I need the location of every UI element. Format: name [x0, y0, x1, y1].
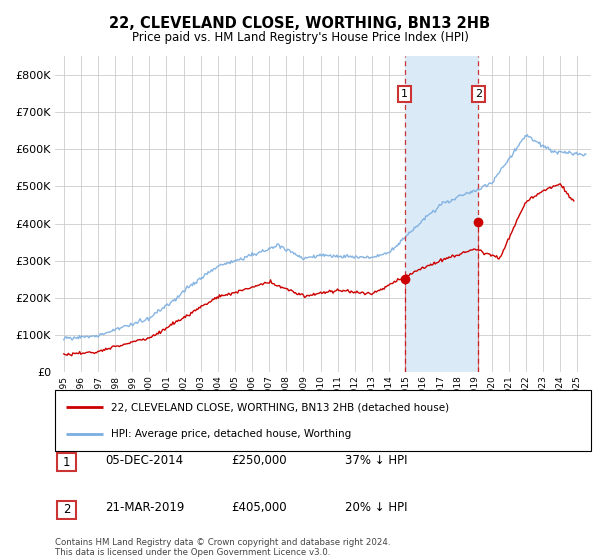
Text: 2: 2 — [63, 503, 70, 516]
Text: 22, CLEVELAND CLOSE, WORTHING, BN13 2HB (detached house): 22, CLEVELAND CLOSE, WORTHING, BN13 2HB … — [112, 402, 449, 412]
Text: Price paid vs. HM Land Registry's House Price Index (HPI): Price paid vs. HM Land Registry's House … — [131, 31, 469, 44]
Text: 2: 2 — [475, 89, 482, 99]
FancyBboxPatch shape — [57, 501, 76, 519]
FancyBboxPatch shape — [55, 390, 591, 451]
Text: 21-MAR-2019: 21-MAR-2019 — [105, 501, 184, 515]
Text: 20% ↓ HPI: 20% ↓ HPI — [345, 501, 407, 515]
Text: £250,000: £250,000 — [231, 454, 287, 467]
FancyBboxPatch shape — [57, 453, 76, 471]
Text: £405,000: £405,000 — [231, 501, 287, 515]
Text: 37% ↓ HPI: 37% ↓ HPI — [345, 454, 407, 467]
Text: HPI: Average price, detached house, Worthing: HPI: Average price, detached house, Wort… — [112, 429, 352, 439]
Text: 22, CLEVELAND CLOSE, WORTHING, BN13 2HB: 22, CLEVELAND CLOSE, WORTHING, BN13 2HB — [109, 16, 491, 31]
Text: 1: 1 — [63, 455, 70, 469]
Bar — [405, 56, 478, 372]
Text: 05-DEC-2014: 05-DEC-2014 — [105, 454, 183, 467]
Text: Contains HM Land Registry data © Crown copyright and database right 2024.
This d: Contains HM Land Registry data © Crown c… — [55, 538, 391, 557]
Text: 1: 1 — [401, 89, 408, 99]
